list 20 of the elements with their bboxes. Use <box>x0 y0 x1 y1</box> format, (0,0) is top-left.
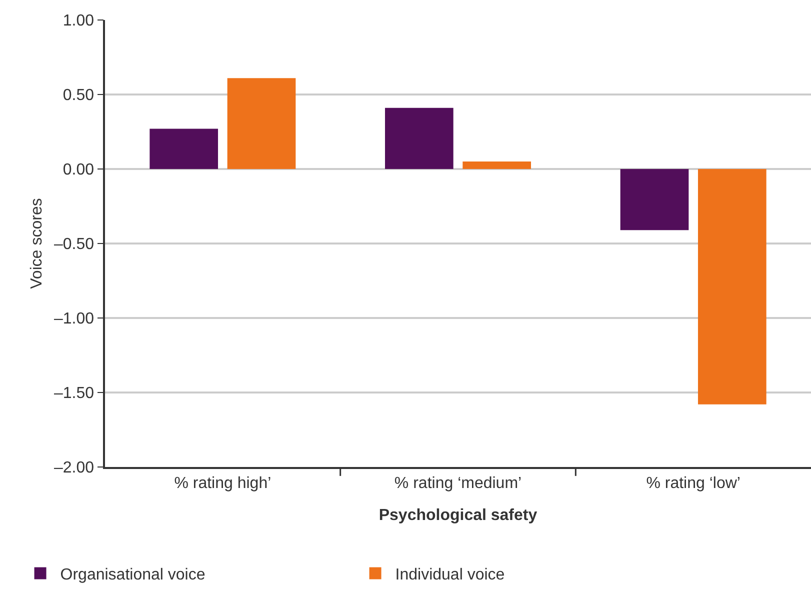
y-axis-title: Voice scores <box>28 198 46 289</box>
bar <box>150 128 218 169</box>
bar <box>620 169 689 230</box>
legend-label: Organisational voice <box>60 566 206 584</box>
y-tick-label: 0.50 <box>62 87 94 104</box>
y-tick-label: –0.50 <box>54 236 94 254</box>
y-tick-label: 1.00 <box>62 12 94 30</box>
y-tick-label: –1.50 <box>54 385 94 402</box>
x-tick-label: % rating high’ <box>174 474 272 492</box>
bar <box>698 169 766 404</box>
bar <box>227 78 296 169</box>
y-tick-label: –2.00 <box>54 460 94 477</box>
x-axis-title: Psychological safety <box>378 507 538 524</box>
y-tick-label: 0.00 <box>62 162 94 179</box>
legend-label: Individual voice <box>395 566 505 584</box>
x-tick-label: % rating ‘medium’ <box>394 474 522 492</box>
x-tick-label: % rating ‘low’ <box>646 474 740 492</box>
bar <box>385 108 454 169</box>
y-tick-label: –1.00 <box>54 310 94 328</box>
bar <box>462 162 531 169</box>
